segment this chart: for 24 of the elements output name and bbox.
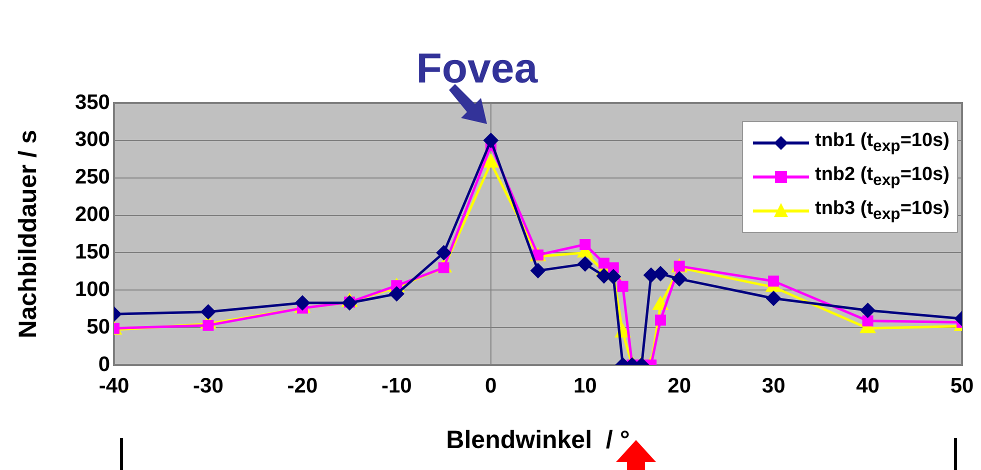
x-tick-label: 40 bbox=[856, 374, 880, 398]
y-axis-title: Nachbilddauer / s bbox=[14, 130, 42, 338]
x-tick-label: 30 bbox=[762, 374, 786, 398]
y-tick-label: 250 bbox=[74, 166, 110, 189]
x-tick-label: 20 bbox=[668, 374, 692, 398]
x-tick-label: 50 bbox=[950, 374, 974, 398]
y-tick-label: 150 bbox=[74, 240, 110, 264]
x-tick-label: 0 bbox=[485, 374, 497, 398]
x-tick-label: 10 bbox=[573, 374, 597, 398]
legend-label: tnb1 (t$_{exp}$=10s) bbox=[815, 130, 950, 156]
x-axis-title: Blendwinkel / ° bbox=[446, 426, 630, 454]
x-tick-label: -10 bbox=[381, 374, 412, 398]
y-tick-label: 350 bbox=[74, 90, 110, 114]
x-tick-label: -30 bbox=[193, 374, 224, 398]
x-tick-label: -20 bbox=[287, 374, 318, 398]
y-tick-label: 300 bbox=[74, 128, 110, 152]
y-tick-label: 100 bbox=[74, 278, 110, 301]
legend-label: tnb2 (t$_{exp}$=10s) bbox=[815, 164, 950, 190]
y-tick-label: 0 bbox=[98, 352, 110, 376]
legend-label: tnb3 (t$_{exp}$=10s) bbox=[815, 198, 950, 224]
y-tick-label: 50 bbox=[86, 315, 110, 338]
annotation: Fovea bbox=[416, 44, 538, 92]
x-tick-label: -40 bbox=[98, 374, 130, 398]
y-tick-label: 200 bbox=[74, 203, 110, 226]
